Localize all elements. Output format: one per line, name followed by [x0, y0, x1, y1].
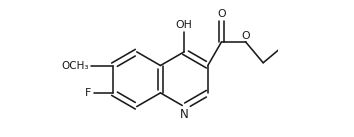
Text: O: O: [217, 9, 226, 19]
Text: OH: OH: [176, 20, 193, 30]
Text: O: O: [242, 31, 250, 41]
Text: OCH₃: OCH₃: [61, 61, 89, 71]
Text: F: F: [85, 88, 92, 98]
Text: N: N: [180, 108, 189, 121]
